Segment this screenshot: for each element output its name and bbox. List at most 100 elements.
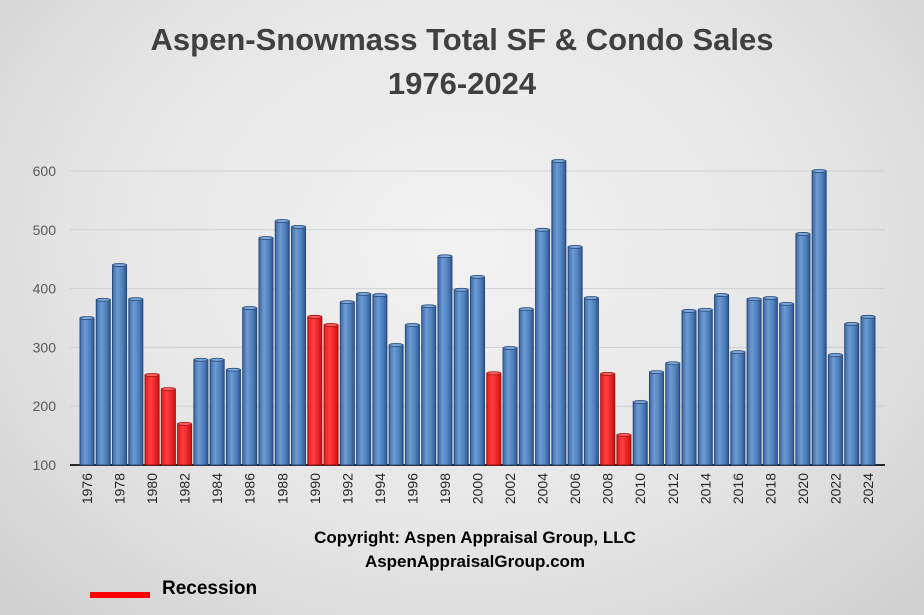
bar xyxy=(128,298,144,466)
x-tick-label: 2022 xyxy=(827,473,843,504)
bar xyxy=(502,347,518,466)
bar xyxy=(860,316,876,466)
bar-cap xyxy=(95,297,111,302)
bar-cap xyxy=(274,219,290,223)
bar-cap xyxy=(730,350,746,355)
bar xyxy=(762,297,778,466)
bar-cap xyxy=(714,293,729,297)
bar xyxy=(356,293,372,466)
bar-cap xyxy=(193,357,209,362)
bar-cap xyxy=(502,346,518,350)
bar xyxy=(681,310,697,466)
bar xyxy=(95,299,111,466)
bar-cap xyxy=(583,296,599,300)
bar-1993 xyxy=(356,291,372,466)
bar-cap xyxy=(486,371,502,376)
x-tick-label: 1986 xyxy=(242,473,258,504)
bar-1999 xyxy=(453,287,469,466)
bar-2010 xyxy=(632,400,648,466)
bar-cap xyxy=(828,353,843,357)
bar-2017 xyxy=(746,297,762,466)
bar-2020 xyxy=(795,232,811,466)
bar xyxy=(193,359,209,466)
bar-cap xyxy=(746,297,762,302)
x-tick-label: 2004 xyxy=(535,473,551,504)
bar-cap xyxy=(518,307,534,312)
bar xyxy=(453,289,469,466)
x-tick-label: 2014 xyxy=(697,473,713,504)
bar xyxy=(551,160,567,466)
bar xyxy=(714,294,730,466)
bar xyxy=(274,220,290,466)
bar-2024 xyxy=(860,314,876,466)
x-tick-label: 2018 xyxy=(762,473,778,504)
bar xyxy=(779,303,795,466)
bar-2021 xyxy=(811,169,827,466)
bar-cap xyxy=(421,304,437,309)
bar-cap xyxy=(160,387,176,392)
legend-recession-label: Recession xyxy=(162,578,258,599)
bar-1990 xyxy=(307,314,323,466)
bar-cap xyxy=(567,244,583,249)
x-tick-label: 1988 xyxy=(274,473,290,504)
bar-2000 xyxy=(470,274,485,466)
bar-cap xyxy=(697,307,713,312)
bar-cap xyxy=(649,370,664,374)
x-tick-label: 2024 xyxy=(860,473,876,504)
bar-cap xyxy=(453,287,469,292)
bar xyxy=(697,309,713,466)
bar-cap xyxy=(681,309,697,313)
bar-cap xyxy=(258,236,274,240)
bar-cap xyxy=(860,314,876,319)
x-tick-label: 2012 xyxy=(665,473,681,504)
y-tick-label: 500 xyxy=(33,222,57,238)
bar xyxy=(795,233,811,466)
bar-cap xyxy=(779,301,795,306)
recession-bar xyxy=(144,374,160,466)
x-tick-label: 1994 xyxy=(372,473,388,504)
x-tick-label: 1992 xyxy=(339,473,355,504)
recession-bar xyxy=(323,324,339,466)
chart-title: Aspen-Snowmass Total SF & Condo Sales xyxy=(150,22,774,57)
bar-2011 xyxy=(648,370,664,466)
x-tick-label: 2008 xyxy=(600,473,616,504)
bar xyxy=(811,170,827,466)
bar-cap xyxy=(307,314,323,319)
bar-2005 xyxy=(551,159,567,466)
bar-2003 xyxy=(518,307,534,466)
bar-1997 xyxy=(421,304,437,466)
bar-2007 xyxy=(583,296,599,466)
bar-cap xyxy=(811,169,827,173)
bar-1998 xyxy=(437,254,453,466)
bar-cap xyxy=(177,421,193,426)
bar-2023 xyxy=(844,321,860,466)
x-tick-label: 2020 xyxy=(795,473,811,504)
bar xyxy=(79,317,95,466)
y-tick-label: 400 xyxy=(33,281,57,297)
bar xyxy=(372,294,388,466)
x-tick-label: 2002 xyxy=(502,473,518,504)
bar-cap xyxy=(356,291,372,296)
bar xyxy=(535,229,551,466)
bar xyxy=(665,362,681,466)
bar-2016 xyxy=(730,350,746,466)
bar-1992 xyxy=(339,300,355,466)
website-text: AspenAppraisalGroup.com xyxy=(364,552,586,571)
bar-cap xyxy=(242,306,258,310)
bar-cap xyxy=(551,159,567,163)
bar xyxy=(518,308,534,466)
bar xyxy=(209,359,225,466)
bar xyxy=(291,226,307,466)
bar-cap xyxy=(795,232,811,236)
bar-cap xyxy=(291,224,306,229)
bar-cap xyxy=(144,373,160,377)
bar-2001 xyxy=(486,371,502,466)
bar xyxy=(632,401,648,466)
y-tick-label: 100 xyxy=(33,457,57,473)
x-tick-label: 1980 xyxy=(144,473,160,504)
y-tick-label: 200 xyxy=(33,398,57,414)
bar-1996 xyxy=(404,323,420,466)
bar xyxy=(404,324,420,466)
